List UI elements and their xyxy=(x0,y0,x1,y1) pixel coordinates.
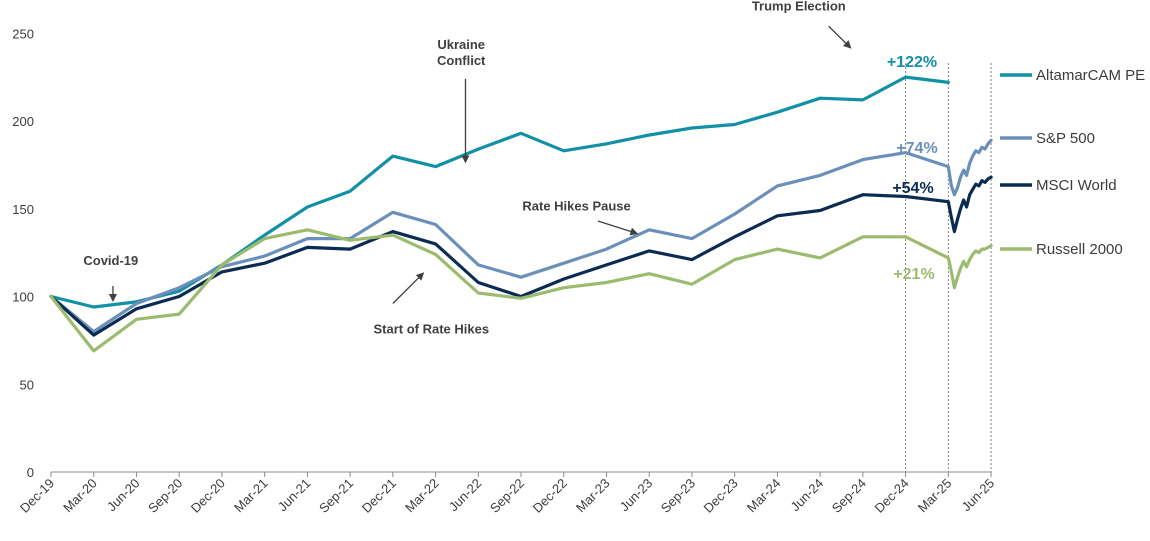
annotation-label: Ukraine xyxy=(437,37,485,52)
annotation-label: Start of Rate Hikes xyxy=(374,321,490,336)
legend-label: AltamarCAM PE xyxy=(1036,67,1145,84)
y-axis: 0 50 100 150 200 250 xyxy=(12,26,34,480)
x-tick-label: Sep-24 xyxy=(829,476,869,516)
reference-lines xyxy=(905,63,992,472)
series-change-label: +54% xyxy=(892,180,933,197)
x-tick-label: Mar-25 xyxy=(915,476,955,516)
annotation-label: Conflict xyxy=(437,53,486,68)
legend-label: S&P 500 xyxy=(1036,130,1095,147)
y-tick-label: 150 xyxy=(12,202,34,217)
x-tick-label: Jun-25 xyxy=(958,476,997,515)
x-tick-label: Jun-20 xyxy=(104,476,143,515)
series-lines: +122% +74% +54% +21% xyxy=(49,54,993,353)
annotation-arrow xyxy=(597,220,639,236)
x-axis: Dec-19 Mar-20 Jun-20 Sep-20 Dec-20 Mar-21 Jun-… xyxy=(17,471,997,516)
series-line-russell-2000 xyxy=(49,228,993,353)
y-tick-label: 250 xyxy=(12,26,34,41)
x-tick-label: Sep-20 xyxy=(145,476,185,516)
annotation-label: Rate Hikes Pause xyxy=(522,199,630,214)
x-tick-label: Mar-22 xyxy=(402,476,442,516)
annotation-arrow xyxy=(828,25,852,49)
x-tick-label: Jun-22 xyxy=(446,476,485,515)
x-tick-label: Jun-23 xyxy=(617,476,656,515)
y-tick-label: 0 xyxy=(27,465,34,480)
x-tick-label: Jun-21 xyxy=(275,476,314,515)
x-tick-label: Sep-23 xyxy=(658,476,698,516)
y-tick-label: 200 xyxy=(12,114,34,129)
y-tick-label: 50 xyxy=(20,377,34,392)
x-tick-label: Dec-20 xyxy=(188,476,228,516)
x-tick-label: Dec-24 xyxy=(871,476,911,516)
annotation-label: Trump Election xyxy=(752,0,846,13)
x-tick-label: Mar-20 xyxy=(60,476,100,516)
x-tick-label: Mar-24 xyxy=(744,476,784,516)
legend-label: Russell 2000 xyxy=(1036,241,1123,258)
series-change-label: +122% xyxy=(887,54,937,71)
x-tick-label: Mar-21 xyxy=(231,476,271,516)
y-tick-label: 100 xyxy=(12,290,34,305)
series-line-s-p-500 xyxy=(49,138,993,334)
annotation-arrow xyxy=(392,272,425,304)
series-change-label: +21% xyxy=(893,266,934,283)
x-tick-label: Jun-24 xyxy=(788,476,827,515)
legend-label: MSCI World xyxy=(1036,177,1117,194)
x-tick-label: Mar-23 xyxy=(573,476,613,516)
series-line-msci-world xyxy=(49,175,993,337)
x-tick-label: Dec-22 xyxy=(530,476,570,516)
x-tick-label: Dec-21 xyxy=(359,476,399,516)
x-tick-label: Sep-22 xyxy=(487,476,527,516)
series-change-label: +74% xyxy=(896,140,937,157)
x-tick-label: Dec-19 xyxy=(17,476,57,516)
legend: AltamarCAM PE S&P 500 MSCI World Russell 20… xyxy=(1000,67,1145,258)
x-tick-label: Dec-23 xyxy=(701,476,741,516)
x-tick-label: Sep-21 xyxy=(316,476,356,516)
annotation-label: Covid-19 xyxy=(83,253,138,268)
